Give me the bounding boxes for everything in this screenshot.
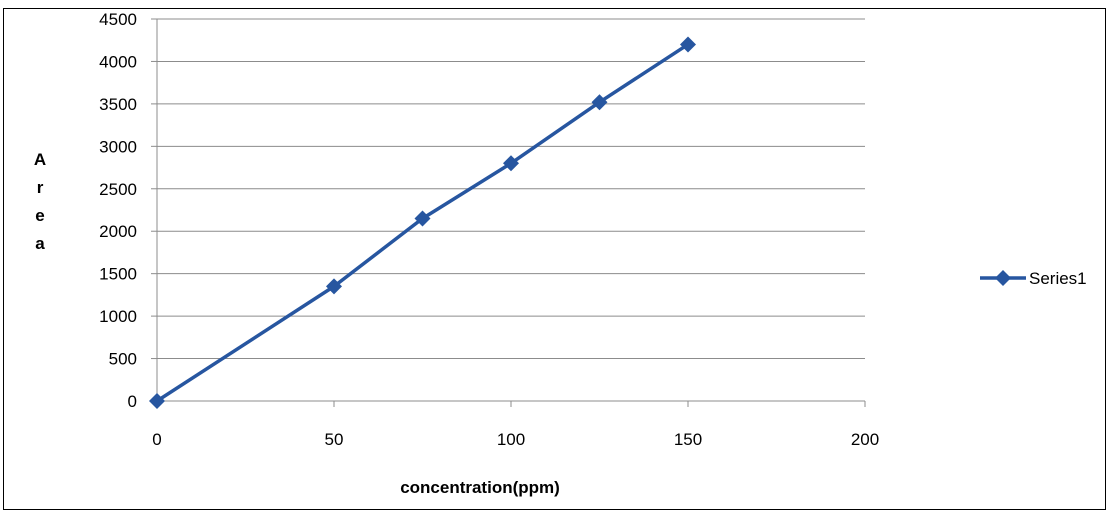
x-tick-label-200: 200 <box>851 430 879 449</box>
y-tick-label-1500: 1500 <box>99 265 137 284</box>
axes <box>151 18 866 407</box>
x-tick-label-100: 100 <box>497 430 525 449</box>
y-tick-label-1000: 1000 <box>99 307 137 326</box>
legend-series1-marker <box>995 270 1011 286</box>
y-tick-label-2000: 2000 <box>99 222 137 241</box>
data-point-125 <box>591 94 608 111</box>
x-tick-labels: 0 50 100 150 200 <box>152 430 879 449</box>
data-point-75 <box>414 210 431 227</box>
y-axis-label-char-1: A <box>34 150 46 169</box>
y-tick-labels: 0 500 1000 1500 2000 2500 3000 3500 4000 4500 <box>99 10 137 411</box>
x-tick-label-150: 150 <box>674 430 702 449</box>
y-tick-label-4500: 4500 <box>99 10 137 29</box>
legend-series1-label: Series1 <box>1029 269 1087 288</box>
x-tick-label-0: 0 <box>152 430 161 449</box>
x-tick-label-50: 50 <box>325 430 344 449</box>
y-tick-label-0: 0 <box>128 392 137 411</box>
y-axis-label-char-3: e <box>35 206 44 225</box>
chart-frame <box>3 8 1106 510</box>
y-axis-label-char-4: a <box>35 234 45 253</box>
legend: Series1 <box>980 269 1087 288</box>
series-line-1 <box>156 43 689 403</box>
y-tick-label-2500: 2500 <box>99 180 137 199</box>
data-point-50 <box>326 278 342 295</box>
y-axis-label-char-2: r <box>37 178 44 197</box>
data-point-100 <box>503 155 519 172</box>
y-tick-label-3500: 3500 <box>99 95 137 114</box>
series-plot <box>149 36 696 409</box>
y-tick-label-4000: 4000 <box>99 52 137 71</box>
x-axis-label: concentration(ppm) <box>400 478 560 497</box>
y-tick-label-500: 500 <box>109 350 137 369</box>
data-point-0 <box>149 393 165 409</box>
y-tick-label-3000: 3000 <box>99 137 137 156</box>
data-point-150 <box>680 36 696 53</box>
gridlines <box>157 18 865 360</box>
